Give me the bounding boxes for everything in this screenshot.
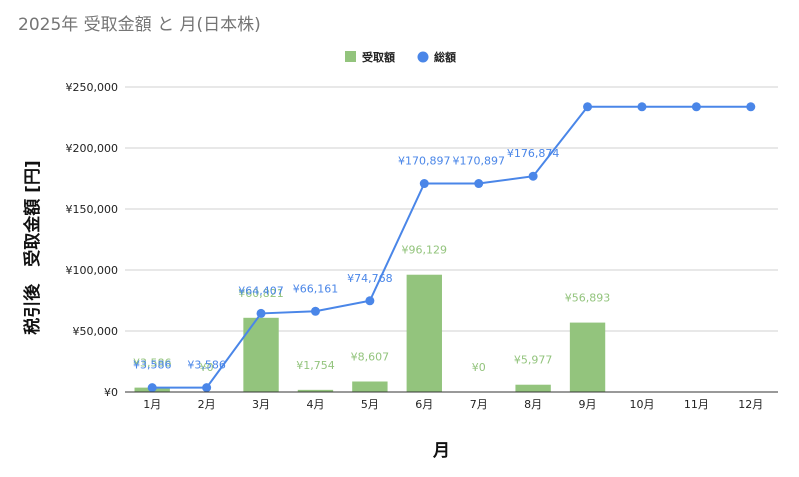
x-tick-label: 7月 [470,398,488,411]
line-point [365,296,375,306]
line-point [474,179,484,189]
line-data-label: ¥170,897 [398,155,451,168]
line-point [637,102,647,112]
bar-data-label: ¥0 [200,361,214,374]
line-point [528,171,538,181]
legend-label-line: 総額 [434,50,456,64]
y-tick-label: ¥50,000 [73,325,119,338]
x-axis-title: 月 [432,441,450,461]
bar [515,384,551,392]
line-point [202,383,212,393]
bar [406,274,442,392]
x-tick-label: 11月 [684,398,709,411]
y-tick-label: ¥200,000 [66,142,119,155]
bar-data-label: ¥8,607 [351,350,390,363]
legend-label-bar: 受取額 [362,50,395,64]
line-data-label: ¥64,407 [238,284,284,297]
bar-data-label: ¥56,893 [565,292,611,305]
line-data-label: ¥3,586 [187,359,226,372]
x-tick-label: 1月 [143,398,161,411]
bar-data-label: ¥1,754 [296,359,335,372]
label-layer: ¥3,586 ¥0¥60,821¥1,754¥8,607¥96,129¥0¥5,9… [133,147,610,374]
bar [569,322,606,392]
line-layer [147,102,756,393]
line-point [691,102,701,112]
y-axis-title: 税引後 受取金額 [円] [22,160,43,334]
bar [297,389,334,392]
x-tick-label: 12月 [738,398,763,411]
x-tick-label: 4月 [306,398,324,411]
legend-swatch-line [417,51,429,63]
line-data-label: ¥3,586 [133,359,172,372]
x-tick-label: 6月 [415,398,433,411]
line-data-label: ¥66,161 [293,282,339,295]
bar-data-label: ¥0 [472,361,486,374]
y-tick-label: ¥250,000 [66,81,119,94]
line-data-label: ¥170,897 [452,155,505,168]
x-tick-label: 2月 [198,398,216,411]
x-tick-label: 9月 [579,398,597,411]
axis-layer: ¥0 ¥50,000 ¥100,000 ¥150,000 ¥200,000 ¥250,00… [22,81,778,461]
y-tick-label: ¥150,000 [66,203,119,216]
x-tick-label: 8月 [524,398,542,411]
bar-data-label: ¥60,821 [238,287,284,300]
bar-data-label: ¥96,129 [402,244,448,257]
line-data-label: ¥74,768 [347,272,393,285]
x-tick-label: 10月 [629,398,654,411]
line-point [310,306,320,316]
x-tick-label: 5月 [361,398,379,411]
x-tick-label: 3月 [252,398,270,411]
line-point [583,102,593,112]
bar-layer [134,274,606,392]
legend-layer[interactable]: 受取額 総額 [345,50,456,64]
line-point [746,102,756,112]
line-point [256,308,266,318]
bar-data-label: ¥5,977 [514,354,553,367]
line-point [147,383,157,393]
grid-layer [125,86,778,332]
total-line [152,105,751,389]
y-tick-label: ¥0 [104,386,118,399]
line-data-label: ¥176,874 [507,147,560,160]
line-point [419,179,429,189]
bar [352,381,388,392]
bar-data-label: ¥3,586 [133,357,172,370]
y-tick-label: ¥100,000 [66,264,119,277]
legend-swatch-bar [345,51,356,62]
chart-title: 2025年 受取金額 と 月(日本株) [18,15,261,35]
